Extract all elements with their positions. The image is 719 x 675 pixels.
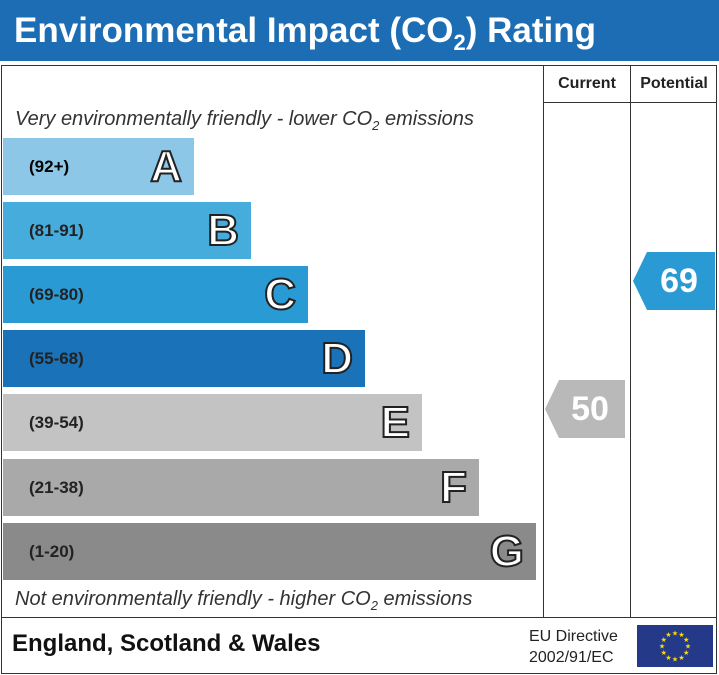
potential-rating-arrow: 69	[633, 252, 715, 310]
top-note: Very environmentally friendly - lower CO…	[15, 108, 474, 133]
region-label: England, Scotland & Wales	[12, 630, 321, 657]
band-D: (55-68) D	[3, 330, 365, 387]
current-header: Current	[558, 75, 616, 92]
star-icon: ★	[665, 654, 671, 662]
band-letter: E	[380, 397, 411, 448]
star-icon: ★	[685, 643, 691, 651]
band-F: (21-38) F	[3, 459, 479, 516]
band-letter: F	[439, 462, 468, 513]
eu-flag-icon: ★★★★★★★★★ ★ ★★	[637, 625, 713, 667]
band-letter: C	[263, 269, 297, 320]
band-G: (1-20) G	[3, 523, 536, 580]
star-icon: ★	[661, 649, 667, 657]
band-range: (69-80)	[29, 285, 84, 304]
title-text-end: ) Rating	[465, 11, 597, 50]
band-range: (39-54)	[29, 413, 84, 432]
band-range: (1-20)	[29, 542, 75, 561]
band-range: (21-38)	[29, 478, 84, 497]
band-range: (55-68)	[29, 349, 84, 368]
eu-directive: EU Directive 2002/91/EC	[529, 628, 618, 666]
star-icon: ★	[672, 630, 678, 638]
band-B: (81-91) B	[3, 202, 251, 259]
chart-title: Environmental Impact (CO2) Rating	[0, 0, 719, 61]
band-range: (81-91)	[29, 221, 84, 240]
star-icon: ★	[659, 643, 665, 651]
divider	[630, 65, 631, 618]
band-letter: B	[206, 205, 240, 256]
star-icon: ★	[665, 631, 671, 639]
band-range: (92+)	[29, 157, 70, 176]
potential-header: Potential	[640, 75, 708, 92]
divider	[1, 617, 717, 618]
band-E: (39-54) E	[3, 394, 422, 451]
star-icon: ★	[661, 636, 667, 644]
star-icon: ★	[678, 654, 684, 662]
band-letter: G	[489, 526, 525, 577]
band-C: (69-80) C	[3, 266, 308, 323]
star-icon: ★	[683, 636, 689, 644]
table-frame	[1, 65, 717, 674]
band-letter: A	[149, 141, 183, 192]
star-icon: ★	[683, 649, 689, 657]
title-sub: 2	[453, 30, 466, 55]
current-rating-arrow: 50	[545, 380, 625, 438]
band-A: (92+) A	[3, 138, 194, 195]
divider	[543, 65, 544, 618]
title-text: Environmental Impact (CO	[14, 11, 454, 50]
star-icon: ★	[672, 656, 678, 664]
divider	[543, 102, 717, 103]
band-letter: D	[320, 333, 354, 384]
bottom-note: Not environmentally friendly - higher CO…	[15, 588, 473, 613]
star-icon: ★	[678, 631, 684, 639]
